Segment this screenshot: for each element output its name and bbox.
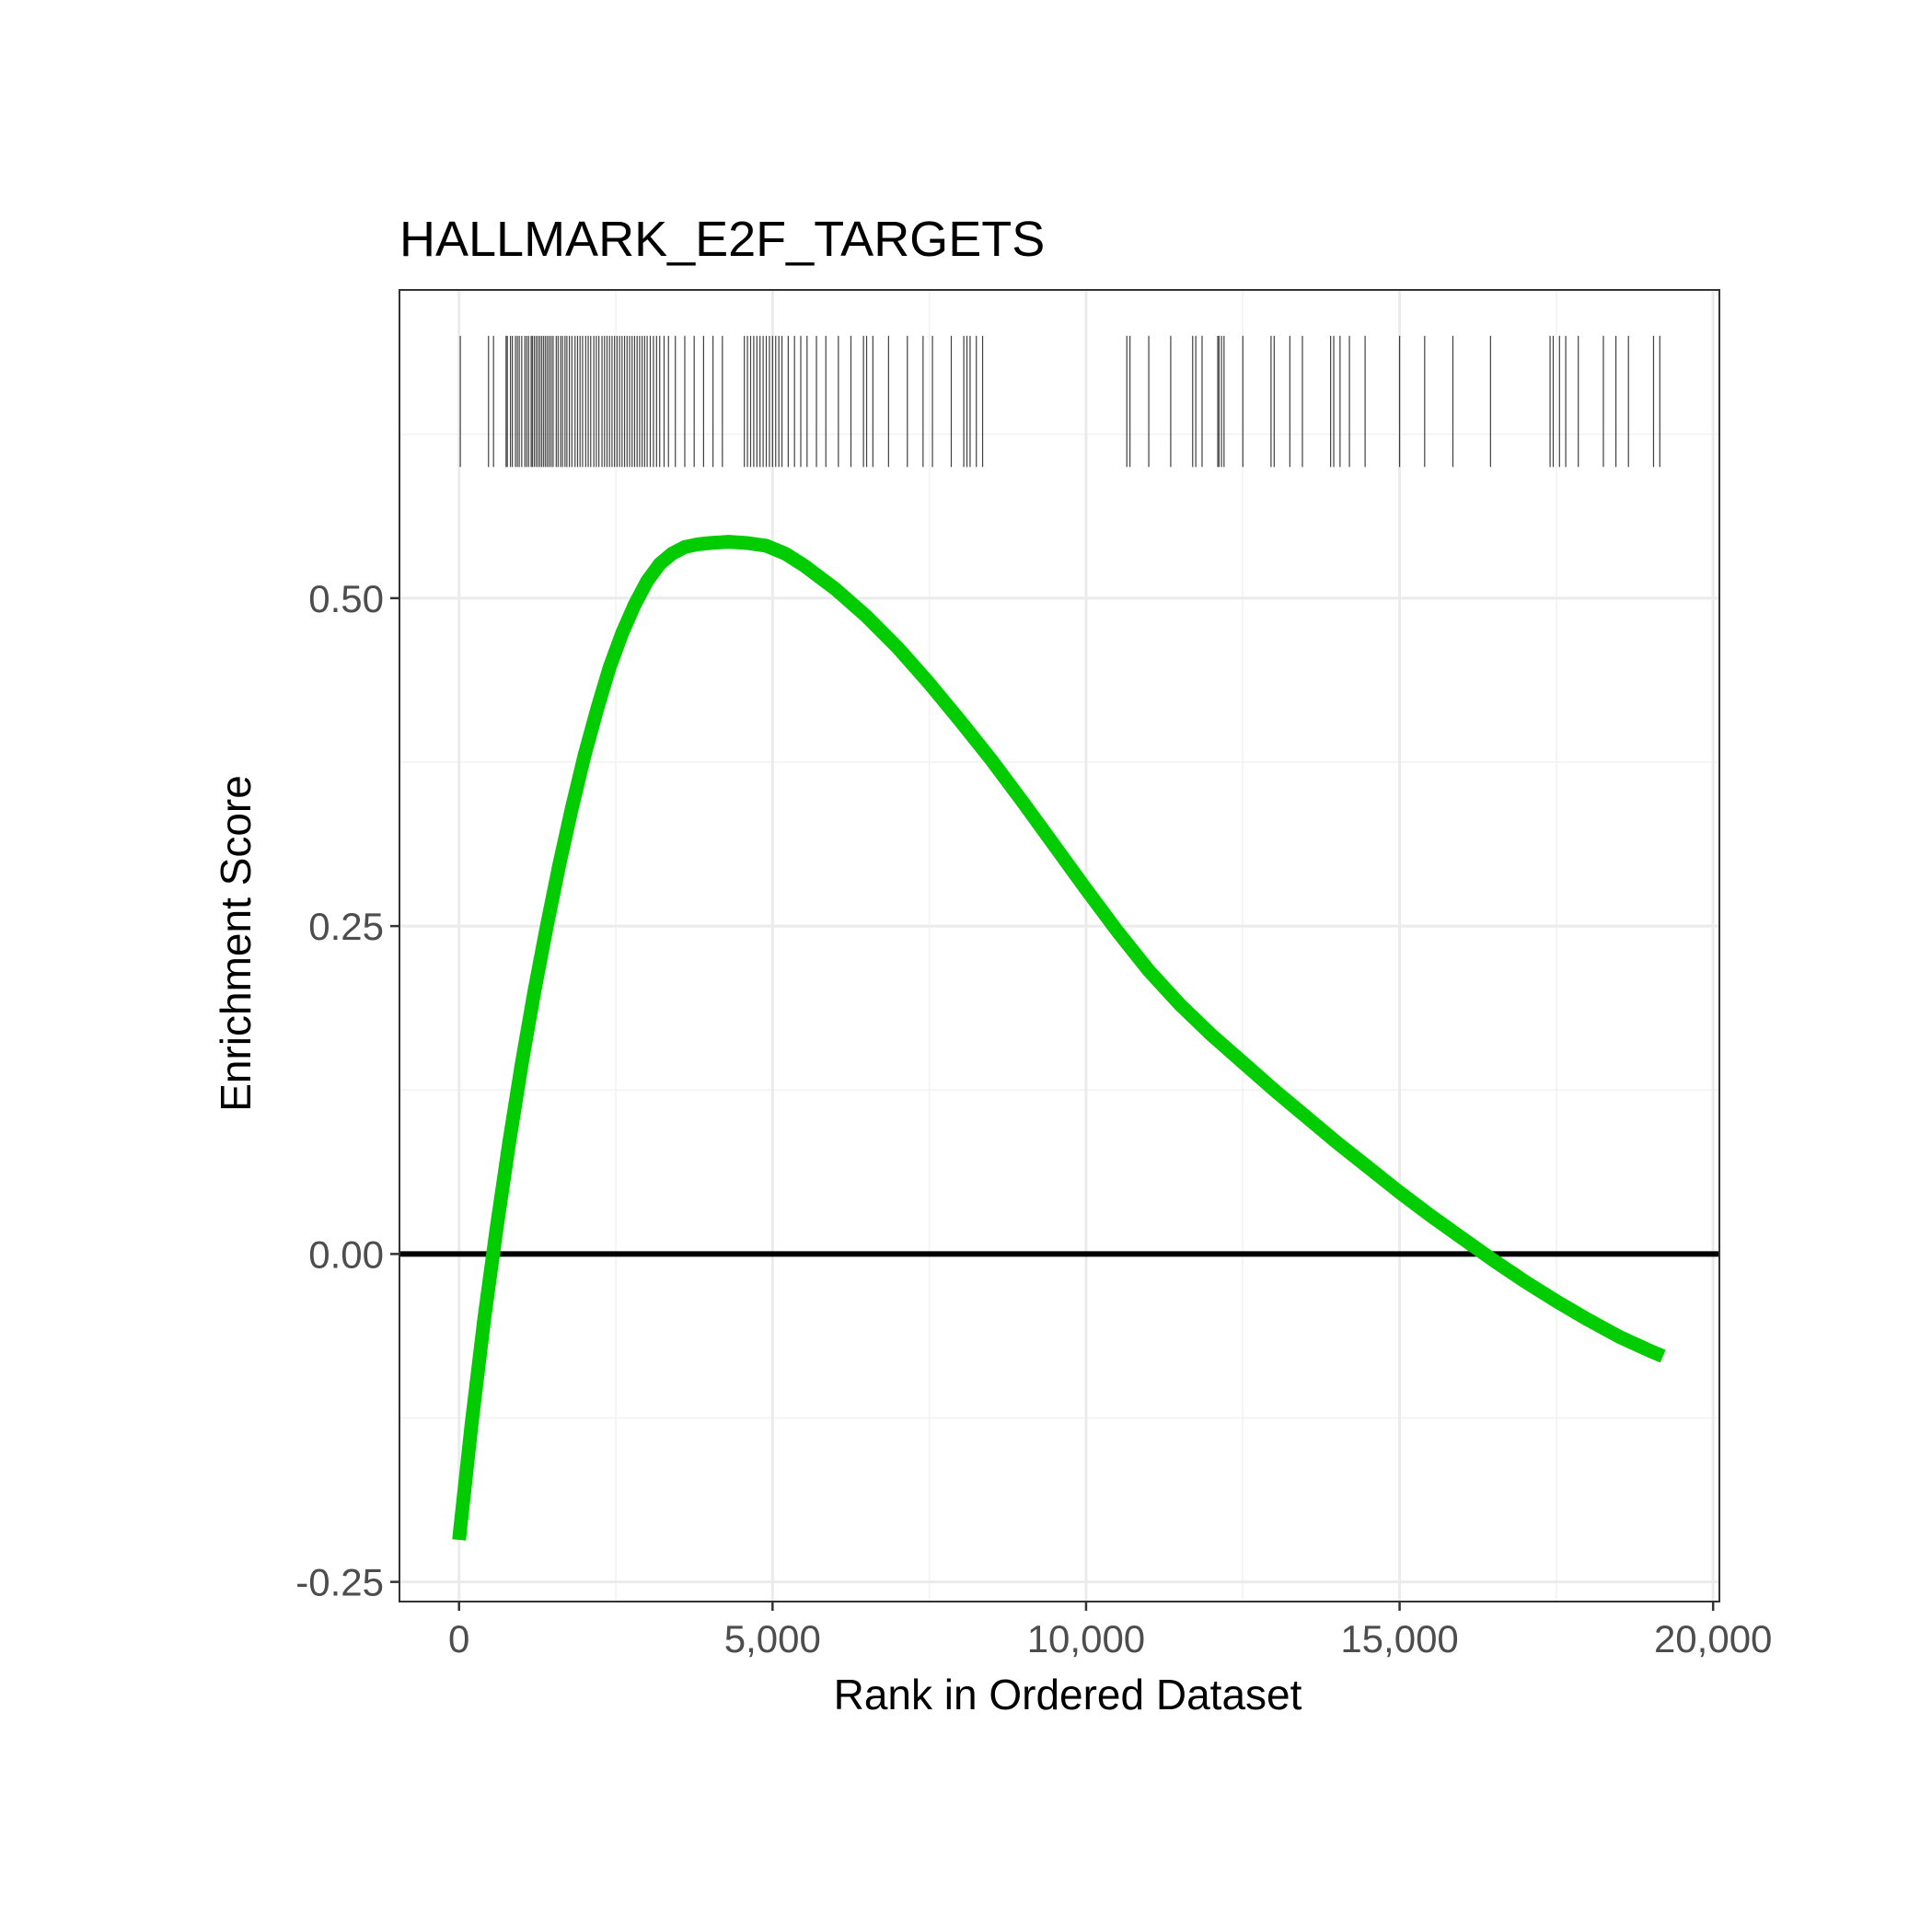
- y-tick-label: 0.25: [308, 905, 384, 948]
- enrichment-score-line: [452, 535, 1666, 1541]
- y-tick-label: -0.25: [295, 1561, 384, 1604]
- axis-tick-labels: 0 5,000 10,000 15,000 20,000 -0.25 0.00 0.25 0.5…: [295, 577, 1772, 1660]
- x-tick-label: 20,000: [1654, 1617, 1772, 1660]
- y-tick-label: 0.00: [308, 1232, 384, 1276]
- running-enrichment-score: [452, 535, 1666, 1541]
- x-tick-label: 15,000: [1340, 1617, 1458, 1660]
- x-tick-label: 10,000: [1027, 1617, 1145, 1660]
- y-axis-title: Enrichment Score: [212, 775, 260, 1112]
- axis-ticks: [390, 596, 1715, 1611]
- panel-border: [399, 289, 1720, 1602]
- x-axis-title: Rank in Ordered Dataset: [834, 1671, 1302, 1718]
- x-tick-label: 0: [448, 1617, 469, 1660]
- x-tick-label: 5,000: [724, 1617, 821, 1660]
- chart-title: HALLMARK_E2F_TARGETS: [399, 212, 1045, 267]
- gene-hit-ticks: [459, 335, 1660, 468]
- y-tick-label: 0.50: [308, 577, 384, 620]
